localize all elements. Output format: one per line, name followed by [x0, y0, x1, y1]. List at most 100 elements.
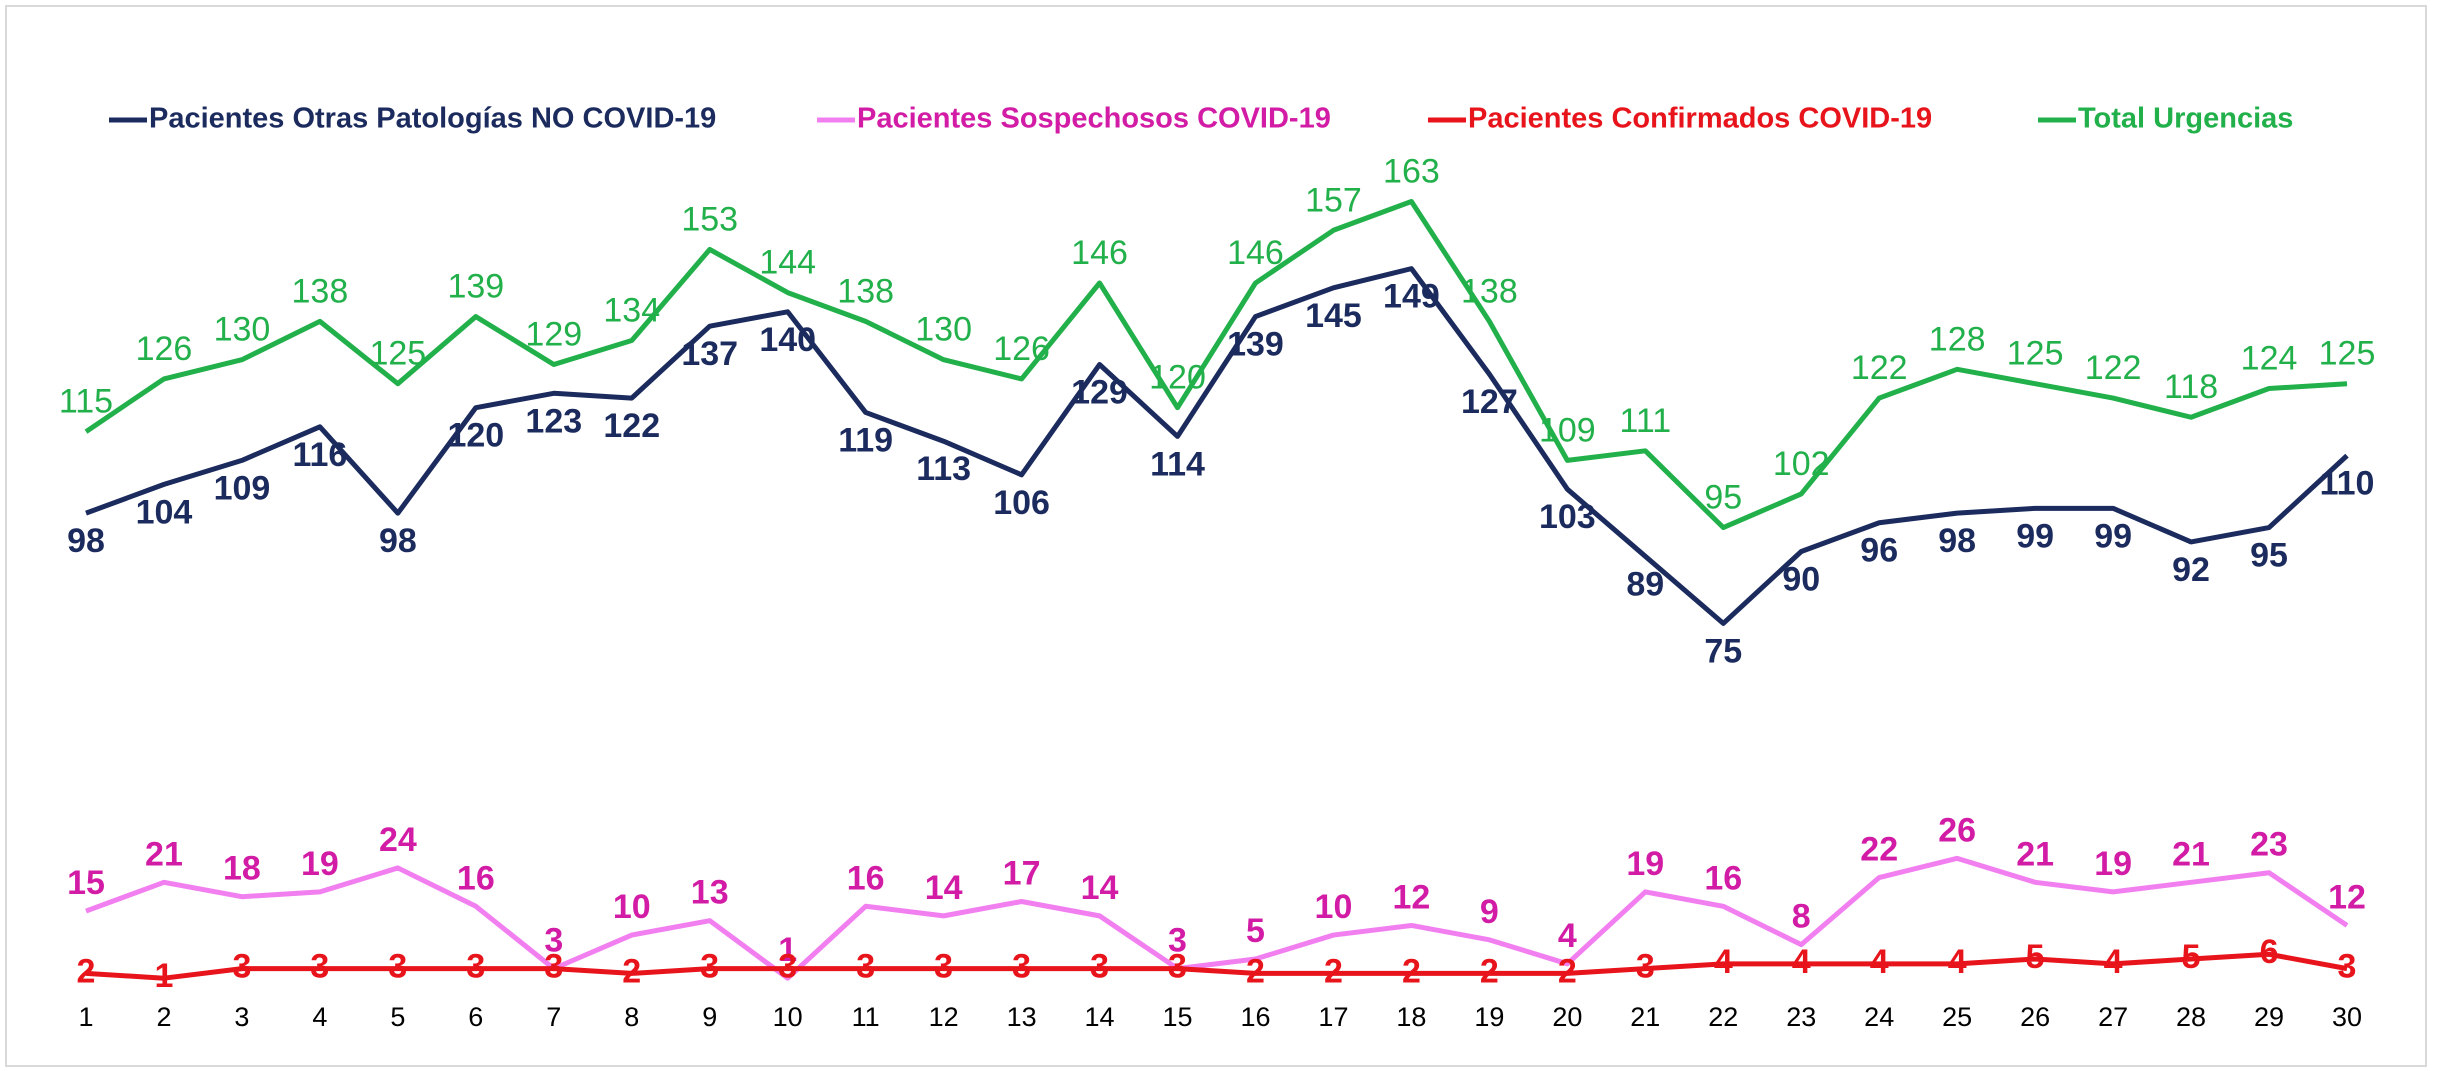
x-tick-label: 23 — [1786, 1002, 1816, 1032]
x-tick-label: 12 — [929, 1002, 959, 1032]
data-label: 116 — [292, 436, 347, 474]
x-tick-label: 11 — [852, 1002, 880, 1032]
data-label: 2 — [1480, 952, 1499, 990]
data-label: 2 — [1246, 952, 1265, 990]
data-label: 75 — [1704, 632, 1742, 670]
x-tick-label: 21 — [1630, 1002, 1660, 1032]
data-label: 102 — [1773, 445, 1830, 483]
x-tick-label: 2 — [156, 1002, 171, 1032]
data-label: 120 — [447, 417, 504, 455]
data-label: 3 — [934, 948, 953, 986]
data-label: 138 — [292, 272, 349, 310]
x-tick-label: 14 — [1085, 1002, 1115, 1032]
data-label: 9 — [1480, 893, 1499, 931]
data-label: 4 — [1870, 943, 1889, 981]
data-label: 144 — [759, 244, 816, 282]
x-tick-label: 10 — [773, 1002, 803, 1032]
series-line — [84, 199, 2348, 531]
data-label: 3 — [856, 948, 875, 986]
data-label: 153 — [681, 200, 738, 238]
x-tick-label: 27 — [2098, 1002, 2128, 1032]
data-label: 2 — [77, 952, 96, 990]
data-label: 122 — [1851, 349, 1908, 387]
data-label: 16 — [457, 859, 495, 897]
data-label: 128 — [1929, 320, 1986, 358]
x-tick-label: 24 — [1864, 1002, 1894, 1032]
data-label: 129 — [525, 316, 582, 354]
data-label: 16 — [1704, 859, 1742, 897]
data-label: 106 — [993, 484, 1050, 522]
data-label: 26 — [1938, 811, 1976, 849]
x-tick-label: 9 — [702, 1002, 717, 1032]
x-tick-label: 26 — [2020, 1002, 2050, 1032]
x-tick-label: 1 — [78, 1002, 93, 1032]
data-label: 21 — [2016, 835, 2054, 873]
data-label: 111 — [1619, 402, 1671, 440]
x-tick-label: 7 — [546, 1002, 561, 1032]
data-label: 110 — [2320, 465, 2375, 503]
data-label: 129 — [1071, 374, 1128, 412]
data-label: 126 — [993, 330, 1050, 368]
data-label: 13 — [691, 874, 729, 912]
data-label: 19 — [301, 845, 339, 883]
data-label: 123 — [525, 402, 582, 440]
data-label: 3 — [1012, 948, 1031, 986]
data-label: 122 — [2085, 349, 2142, 387]
data-label: 3 — [1090, 948, 1109, 986]
data-label: 3 — [700, 948, 719, 986]
data-label: 98 — [1938, 522, 1976, 560]
data-label: 138 — [837, 272, 894, 310]
data-label: 126 — [136, 330, 193, 368]
data-label: 18 — [223, 850, 261, 888]
x-tick-label: 16 — [1240, 1002, 1270, 1032]
data-label: 21 — [2172, 835, 2210, 873]
data-label: 130 — [915, 311, 972, 349]
x-tick-label: 29 — [2254, 1002, 2284, 1032]
data-label: 118 — [2164, 368, 2218, 406]
data-label: 98 — [67, 522, 105, 560]
data-label: 12 — [1392, 878, 1430, 916]
data-label: 3 — [310, 948, 329, 986]
legend-label: Pacientes Sospechosos COVID-19 — [857, 103, 1331, 135]
data-label: 21 — [145, 835, 183, 873]
x-tick-label: 4 — [312, 1002, 327, 1032]
x-tick-label: 18 — [1396, 1002, 1426, 1032]
data-label: 149 — [1383, 278, 1440, 316]
data-label: 92 — [2172, 551, 2210, 589]
data-label: 3 — [232, 948, 251, 986]
data-label: 138 — [1461, 272, 1518, 310]
data-label: 4 — [1558, 917, 1577, 955]
data-label: 14 — [1081, 869, 1119, 907]
data-label: 17 — [1003, 854, 1041, 892]
data-label: 120 — [1149, 359, 1206, 397]
data-label: 15 — [67, 864, 105, 902]
data-label: 2 — [1402, 952, 1421, 990]
data-label: 3 — [1168, 948, 1187, 986]
data-label: 12 — [2328, 878, 2366, 916]
data-label: 3 — [544, 922, 563, 960]
x-tick-label: 22 — [1708, 1002, 1738, 1032]
data-label: 8 — [1792, 898, 1811, 936]
data-label: 6 — [2260, 933, 2279, 971]
x-tick-label: 30 — [2332, 1002, 2362, 1032]
data-label: 127 — [1461, 383, 1518, 421]
data-label: 1 — [155, 957, 174, 995]
data-label: 4 — [1948, 943, 1967, 981]
data-label: 3 — [1168, 922, 1187, 960]
data-label: 130 — [214, 311, 271, 349]
data-label: 137 — [681, 335, 738, 373]
data-label: 125 — [2007, 335, 2064, 373]
data-label: 14 — [925, 869, 963, 907]
data-label: 3 — [2338, 948, 2357, 986]
data-label: 163 — [1383, 152, 1440, 190]
data-label: 125 — [2319, 335, 2376, 373]
data-label: 99 — [2094, 517, 2132, 555]
series-line — [85, 951, 2348, 981]
data-label: 115 — [59, 383, 113, 421]
data-label: 2 — [1558, 952, 1577, 990]
legend-label: Pacientes Confirmados COVID-19 — [1468, 103, 1932, 135]
data-label: 19 — [1626, 845, 1664, 883]
series-line — [85, 855, 2349, 981]
data-label: 139 — [1227, 326, 1284, 364]
data-label: 3 — [778, 948, 797, 986]
